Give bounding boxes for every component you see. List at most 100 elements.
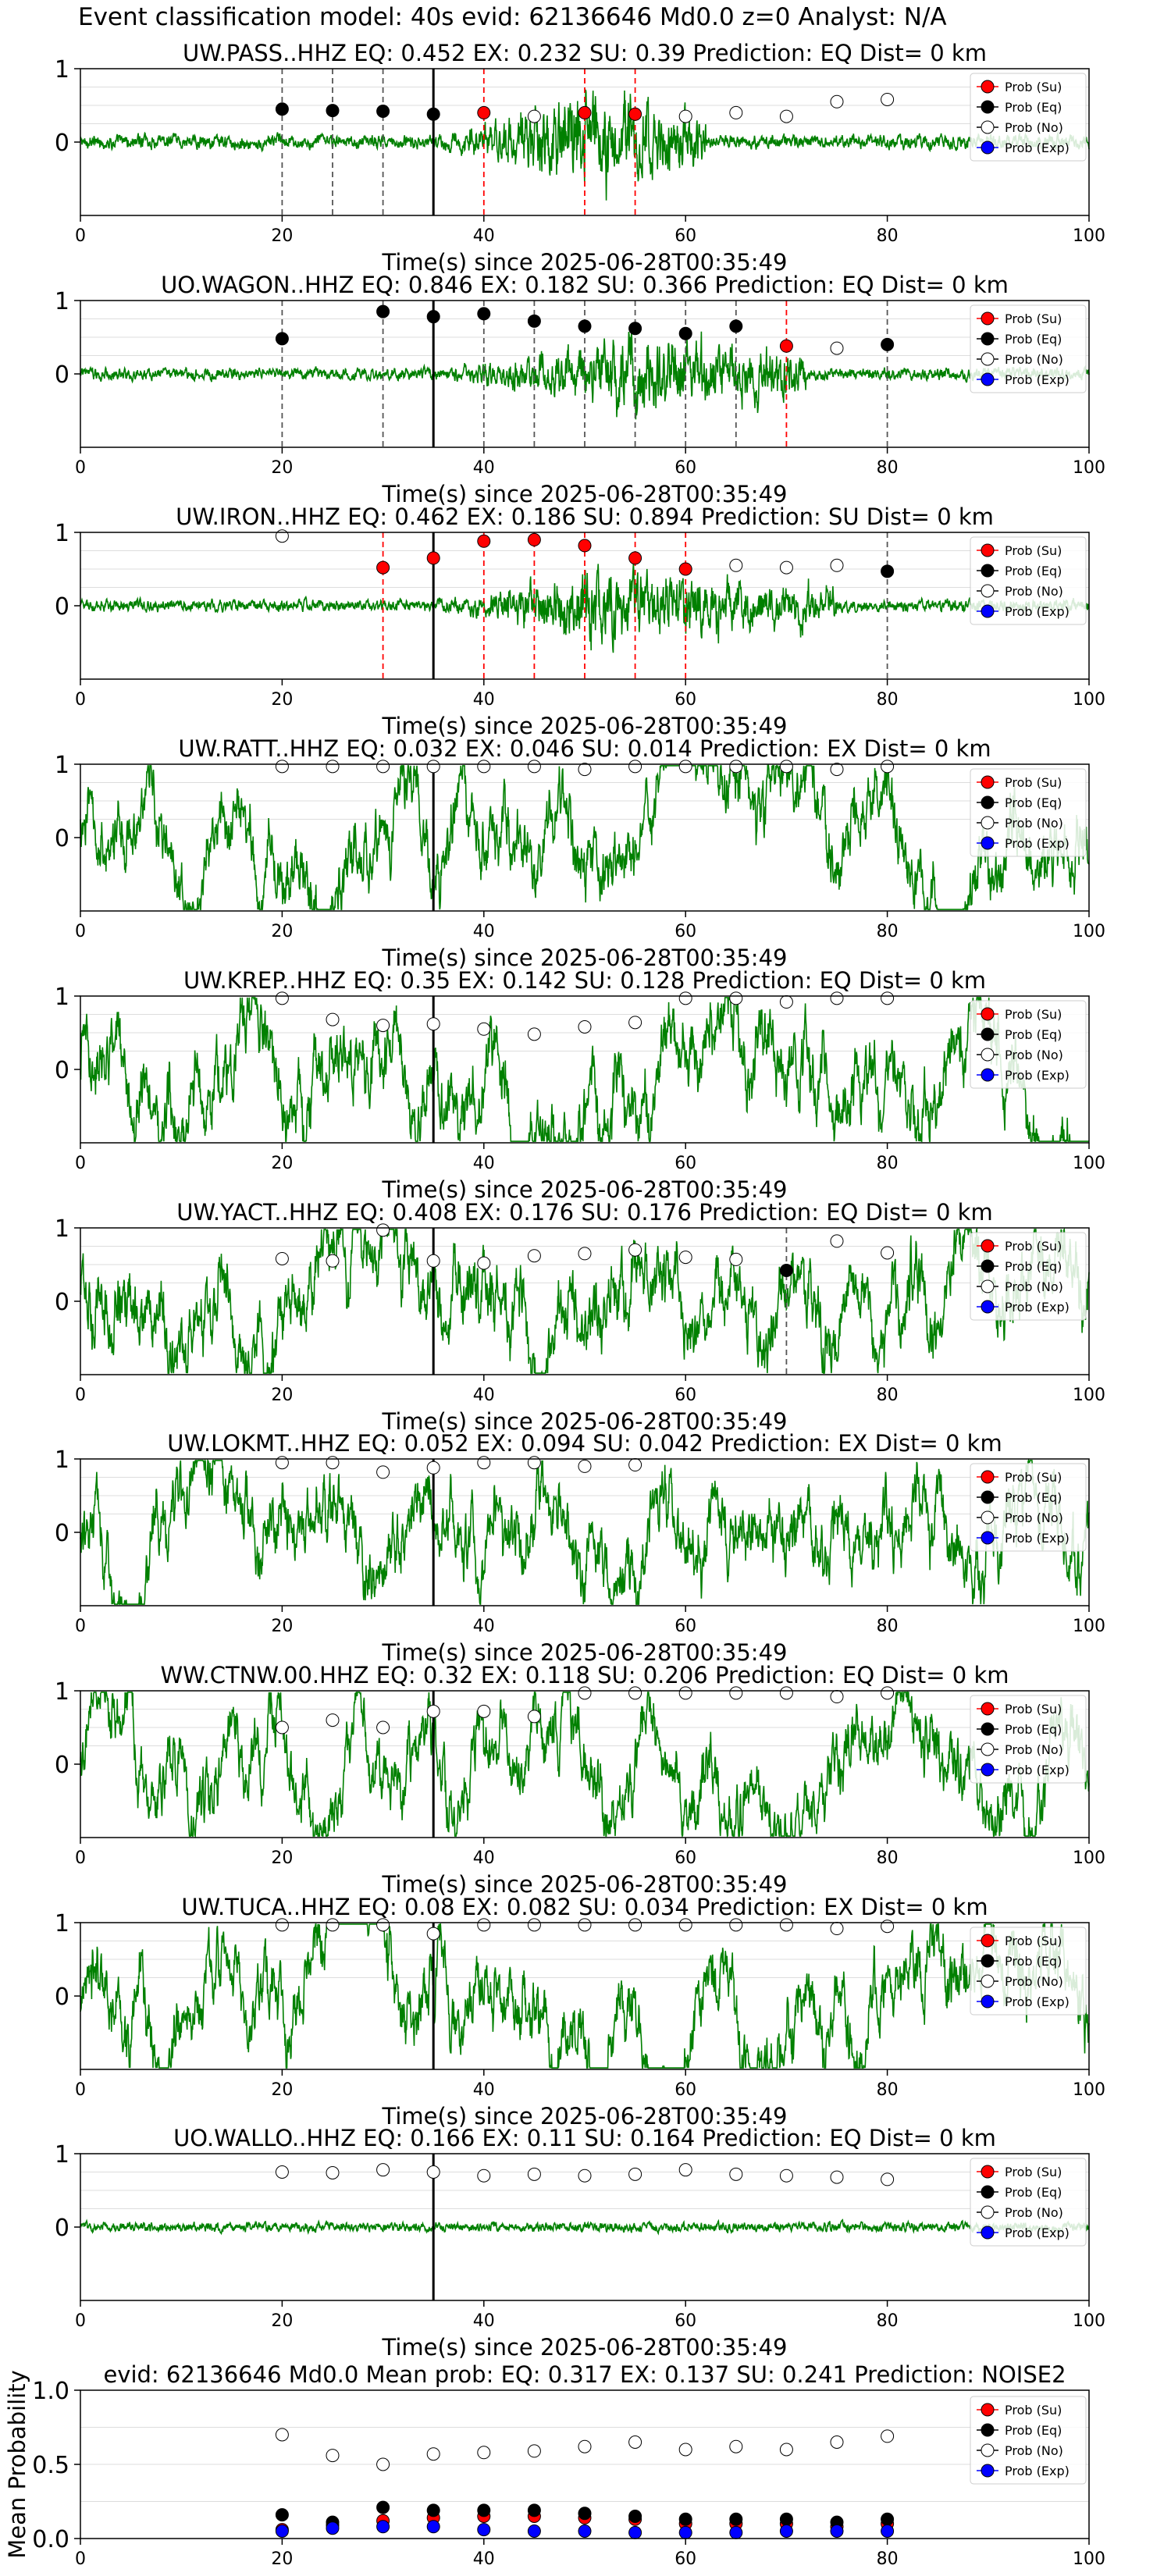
prob-marker-no <box>477 1704 491 1718</box>
x-tick-label: 20 <box>271 2549 293 2569</box>
x-tick-label: 0 <box>75 226 86 246</box>
prob-marker-no <box>578 763 592 777</box>
legend-label: Prob (Exp) <box>1005 1300 1070 1315</box>
legend-label: Prob (No) <box>1005 2443 1063 2458</box>
panel-title: UW.PASS..HHZ EQ: 0.452 EX: 0.232 SU: 0.3… <box>183 40 987 66</box>
prob-marker-eq <box>729 319 743 333</box>
prob-marker-no <box>729 2167 743 2181</box>
station-panel: WW.CTNW.00.HHZ EQ: 0.32 EX: 0.118 SU: 0.… <box>55 1662 1105 1898</box>
station-panel: UW.YACT..HHZ EQ: 0.408 EX: 0.176 SU: 0.1… <box>55 1199 1105 1435</box>
station-panel: UW.PASS..HHZ EQ: 0.452 EX: 0.232 SU: 0.3… <box>55 40 1105 276</box>
prob-marker-no <box>678 1918 692 1932</box>
mean-marker-exp <box>881 2524 895 2538</box>
mean-marker-eq <box>578 2507 592 2521</box>
prob-marker-su <box>628 551 642 565</box>
y-tick-label: 1 <box>55 984 69 1011</box>
x-tick-label: 60 <box>674 1154 696 1173</box>
legend: Prob (Su) Prob (Eq) Prob (No) Prob (Exp) <box>970 304 1087 393</box>
prob-marker-no <box>426 1254 440 1268</box>
legend-label: Prob (Exp) <box>1005 836 1070 851</box>
legend-marker-su <box>981 80 995 94</box>
y-tick-label: 1 <box>55 520 69 547</box>
mean-marker-eq <box>376 2500 390 2514</box>
x-tick-label: 40 <box>473 922 495 941</box>
prob-marker-no <box>729 760 743 774</box>
legend-frame <box>970 304 1087 393</box>
x-tick-label: 100 <box>1073 1848 1105 1868</box>
prob-marker-no <box>779 560 793 575</box>
legend-frame <box>970 536 1087 625</box>
prob-marker-su <box>578 539 592 553</box>
x-tick-label: 80 <box>877 1617 899 1636</box>
x-tick-label: 100 <box>1073 2311 1105 2331</box>
prob-marker-no <box>477 1256 491 1270</box>
y-tick-label: 1 <box>55 1910 69 1937</box>
panel-title: UO.WAGON..HHZ EQ: 0.846 EX: 0.182 SU: 0.… <box>161 272 1009 298</box>
prob-marker-no <box>275 2165 289 2179</box>
prob-marker-no <box>477 1022 491 1036</box>
legend-marker-exp <box>981 1531 995 1545</box>
prob-marker-no <box>628 1918 642 1932</box>
panel-title: UW.YACT..HHZ EQ: 0.408 EX: 0.176 SU: 0.1… <box>176 1199 992 1226</box>
mean-marker-no <box>678 2443 692 2457</box>
x-tick-label: 40 <box>473 2549 495 2569</box>
prob-marker-no <box>275 1918 289 1932</box>
prob-marker-no <box>729 558 743 572</box>
x-tick-label: 0 <box>75 922 86 941</box>
x-tick-label: 100 <box>1073 1617 1105 1636</box>
mean-marker-eq <box>881 2512 895 2526</box>
prob-marker-no <box>326 1254 340 1268</box>
mean-marker-exp <box>426 2520 440 2534</box>
legend-label: Prob (No) <box>1005 1279 1063 1294</box>
legend-label: Prob (Su) <box>1005 1007 1062 1022</box>
prob-marker-no <box>326 1456 340 1470</box>
prob-marker-no <box>678 2163 692 2177</box>
legend: Prob (Su) Prob (Eq) Prob (No) Prob (Exp) <box>970 536 1087 625</box>
prob-marker-no <box>527 760 541 774</box>
x-tick-label: 40 <box>473 1848 495 1868</box>
prob-marker-eq <box>477 307 491 321</box>
prob-marker-no <box>830 1690 844 1704</box>
prob-marker-no <box>578 1019 592 1034</box>
legend-marker-exp <box>981 1300 995 1314</box>
x-tick-label: 20 <box>271 226 293 246</box>
prob-marker-no <box>881 92 895 106</box>
legend-marker-eq <box>981 332 995 346</box>
prob-marker-no <box>729 105 743 119</box>
legend-label: Prob (Exp) <box>1005 1994 1070 2009</box>
legend-marker-no <box>981 2443 995 2457</box>
prob-marker-no <box>830 558 844 572</box>
waveform <box>80 89 1090 201</box>
legend-marker-su <box>981 1239 995 1253</box>
prob-marker-no <box>376 1465 390 1479</box>
legend-marker-eq <box>981 1954 995 1968</box>
x-tick-label: 80 <box>877 690 899 710</box>
y-tick-label: 1 <box>55 1446 69 1474</box>
x-tick-label: 80 <box>877 2549 899 2569</box>
prob-marker-no <box>477 1456 491 1470</box>
x-tick-label: 60 <box>674 458 696 478</box>
prob-marker-no <box>376 1918 390 1932</box>
y-axis-label: Mean Probability <box>4 2370 30 2559</box>
x-tick-label: 40 <box>473 2080 495 2100</box>
panel-title: UO.WALLO..HHZ EQ: 0.166 EX: 0.11 SU: 0.1… <box>173 2125 996 2151</box>
prob-marker-eq <box>376 105 390 119</box>
x-tick-label: 80 <box>877 2080 899 2100</box>
prob-marker-no <box>578 1247 592 1261</box>
mean-marker-no <box>477 2446 491 2460</box>
prob-marker-no <box>426 1017 440 1031</box>
mean-marker-no <box>779 2443 793 2457</box>
prob-marker-no <box>376 2163 390 2177</box>
mean-marker-no <box>527 2444 541 2458</box>
prob-marker-no <box>578 2169 592 2183</box>
legend-marker-no <box>981 1974 995 1988</box>
prob-marker-su <box>426 551 440 565</box>
legend-marker-eq <box>981 2185 995 2199</box>
x-tick-label: 40 <box>473 1617 495 1636</box>
mean-marker-eq <box>628 2510 642 2523</box>
y-tick-label: 0 <box>55 1520 69 1547</box>
prob-marker-no <box>275 1720 289 1735</box>
x-tick-label: 0 <box>75 2080 86 2100</box>
legend-marker-su <box>981 1470 995 1484</box>
